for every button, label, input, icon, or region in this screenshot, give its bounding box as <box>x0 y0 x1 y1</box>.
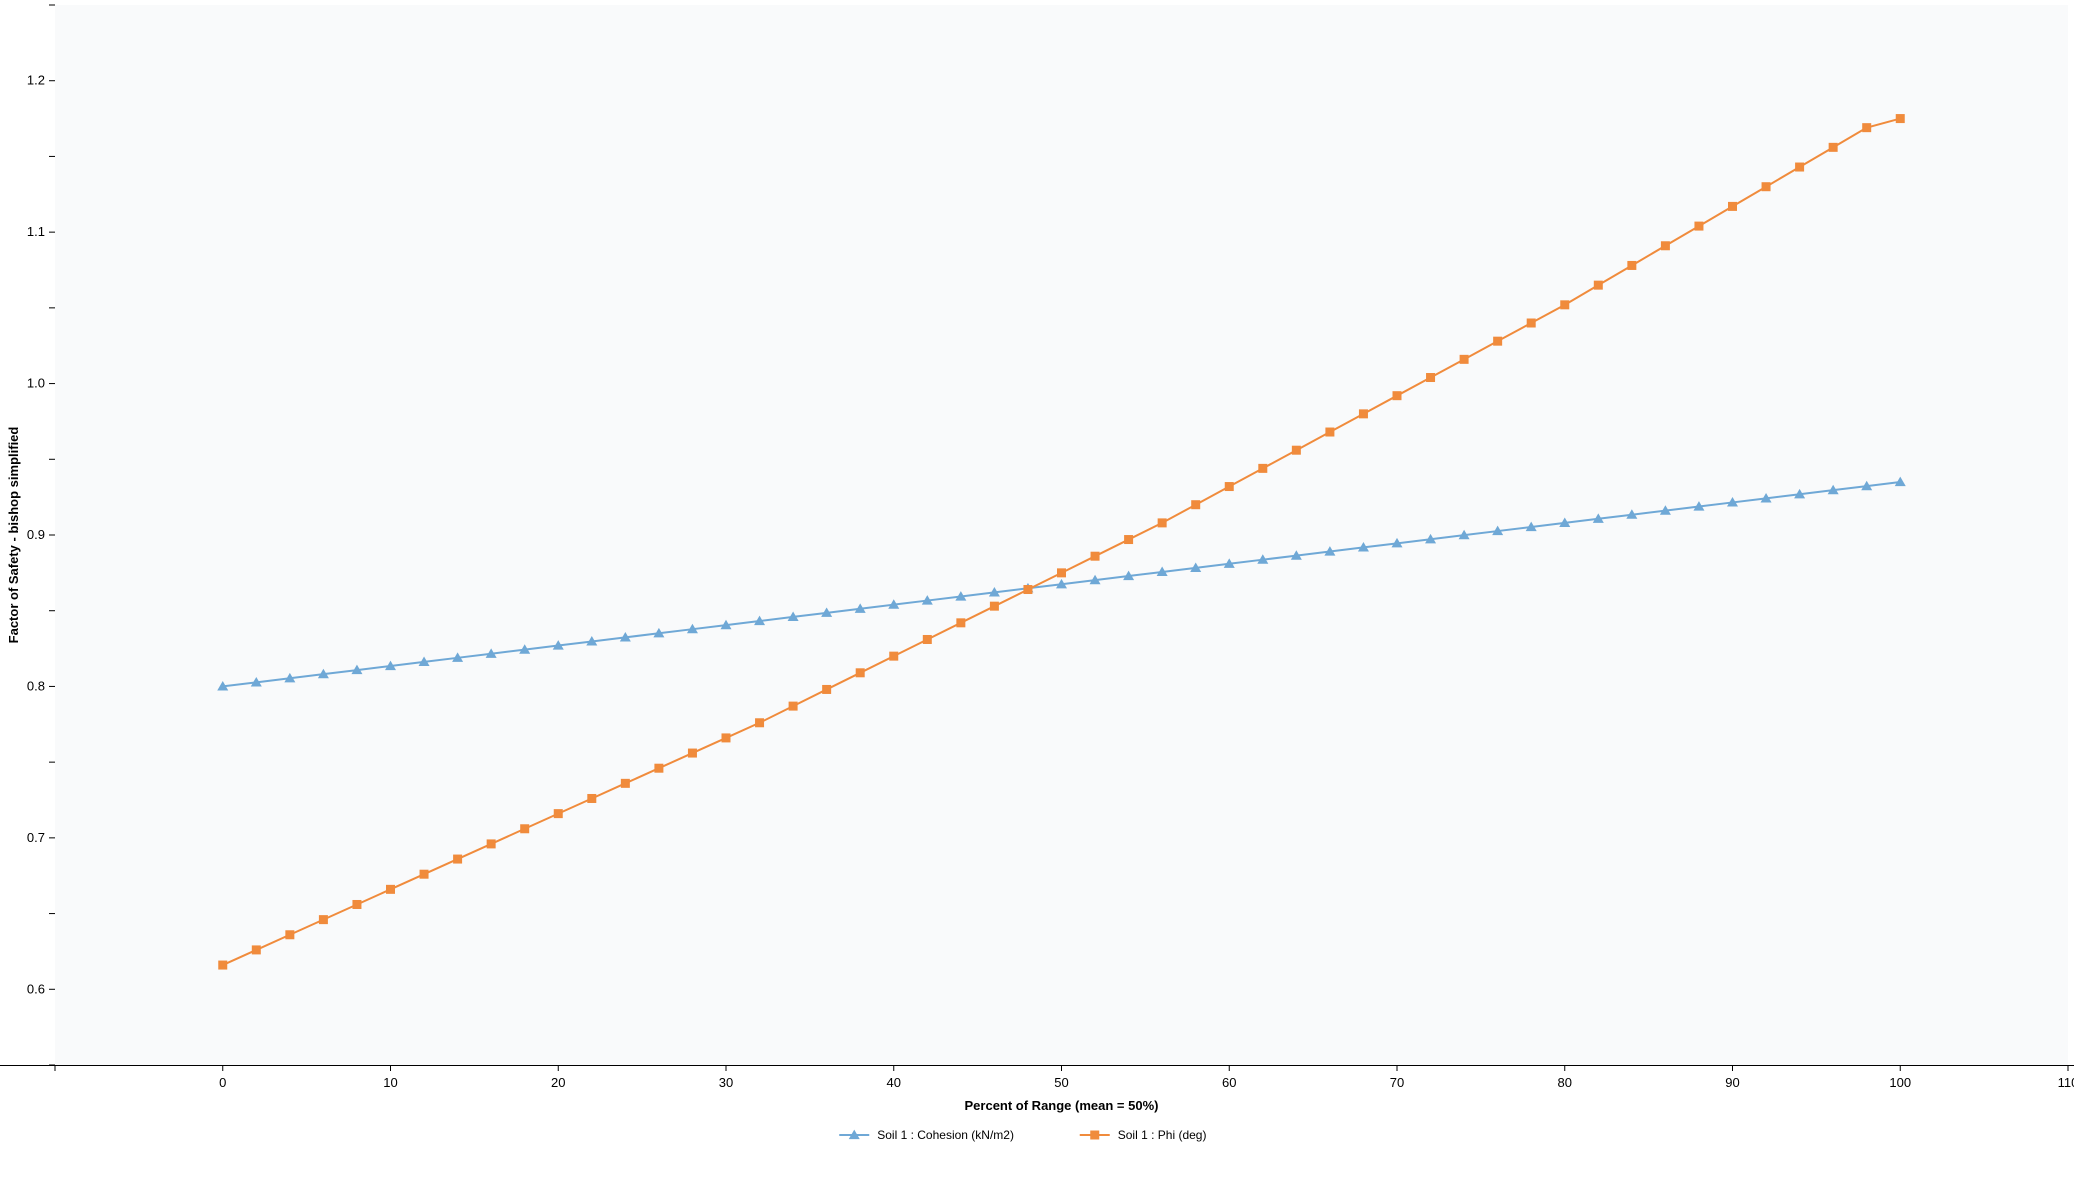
square-marker <box>1024 586 1032 594</box>
y-tick-label: 0.7 <box>27 830 45 845</box>
square-marker <box>890 652 898 660</box>
square-marker <box>387 885 395 893</box>
square-marker <box>1192 501 1200 509</box>
x-tick-label: 60 <box>1222 1075 1236 1090</box>
square-marker <box>856 669 864 677</box>
square-marker <box>789 702 797 710</box>
square-marker <box>1359 410 1367 418</box>
square-marker <box>1896 115 1904 123</box>
y-tick-label: 0.9 <box>27 527 45 542</box>
square-marker <box>219 961 227 969</box>
legend-label: Soil 1 : Phi (deg) <box>1118 1128 1207 1142</box>
y-tick-label: 1.0 <box>27 376 45 391</box>
y-tick-label: 0.8 <box>27 678 45 693</box>
x-tick-label: 40 <box>887 1075 901 1090</box>
square-marker <box>1091 1131 1099 1139</box>
square-marker <box>1058 569 1066 577</box>
y-tick-label: 1.1 <box>27 224 45 239</box>
y-axis-label: Factor of Safety - bishop simplified <box>6 427 21 644</box>
square-marker <box>1225 483 1233 491</box>
square-marker <box>756 719 764 727</box>
x-tick-label: 80 <box>1558 1075 1572 1090</box>
square-marker <box>957 619 965 627</box>
x-tick-label: 10 <box>383 1075 397 1090</box>
square-marker <box>1494 337 1502 345</box>
square-marker <box>588 794 596 802</box>
square-marker <box>454 855 462 863</box>
square-marker <box>1460 355 1468 363</box>
square-marker <box>1259 464 1267 472</box>
square-marker <box>688 749 696 757</box>
square-marker <box>554 810 562 818</box>
x-tick-label: 90 <box>1725 1075 1739 1090</box>
x-tick-label: 20 <box>551 1075 565 1090</box>
y-tick-label: 1.2 <box>27 73 45 88</box>
square-marker <box>990 602 998 610</box>
square-marker <box>1527 319 1535 327</box>
square-marker <box>923 635 931 643</box>
square-marker <box>1695 222 1703 230</box>
square-marker <box>420 870 428 878</box>
x-tick-label: 100 <box>1889 1075 1911 1090</box>
x-tick-label: 50 <box>1054 1075 1068 1090</box>
legend-item: Soil 1 : Phi (deg) <box>1080 1128 1207 1142</box>
square-marker <box>1729 202 1737 210</box>
square-marker <box>1762 183 1770 191</box>
square-marker <box>1158 519 1166 527</box>
square-marker <box>655 764 663 772</box>
square-marker <box>621 779 629 787</box>
square-marker <box>1427 374 1435 382</box>
square-marker <box>1594 281 1602 289</box>
square-marker <box>722 734 730 742</box>
square-marker <box>1796 163 1804 171</box>
square-marker <box>286 931 294 939</box>
square-marker <box>1125 536 1133 544</box>
x-tick-label: 30 <box>719 1075 733 1090</box>
x-axis-label: Percent of Range (mean = 50%) <box>965 1098 1159 1113</box>
square-marker <box>487 840 495 848</box>
legend: Soil 1 : Cohesion (kN/m2) Soil 1 : Phi (d… <box>839 1128 1206 1142</box>
square-marker <box>1661 242 1669 250</box>
square-marker <box>1561 301 1569 309</box>
square-marker <box>353 900 361 908</box>
legend-item: Soil 1 : Cohesion (kN/m2) <box>839 1128 1014 1142</box>
legend-label: Soil 1 : Cohesion (kN/m2) <box>877 1128 1014 1142</box>
square-marker <box>521 825 529 833</box>
square-marker <box>1326 428 1334 436</box>
square-marker <box>252 946 260 954</box>
x-tick-label: 0 <box>219 1075 226 1090</box>
square-marker <box>1863 124 1871 132</box>
x-tick-label: 110 <box>2058 1075 2074 1090</box>
square-marker <box>1628 261 1636 269</box>
square-marker <box>1393 392 1401 400</box>
square-marker <box>1292 446 1300 454</box>
square-marker <box>823 685 831 693</box>
square-marker <box>1091 552 1099 560</box>
square-marker <box>1829 143 1837 151</box>
chart-wrapper: 0 10 20 30 40 50 60 70 80 90 100 110 0.6 0.7 0.8 0.9 1.0… <box>0 0 2074 1178</box>
x-tick-label: 70 <box>1390 1075 1404 1090</box>
y-tick-label: 0.6 <box>27 981 45 996</box>
square-marker <box>319 916 327 924</box>
sensitivity-chart: 0 10 20 30 40 50 60 70 80 90 100 110 0.6 0.7 0.8 0.9 1.0… <box>0 0 2074 1178</box>
